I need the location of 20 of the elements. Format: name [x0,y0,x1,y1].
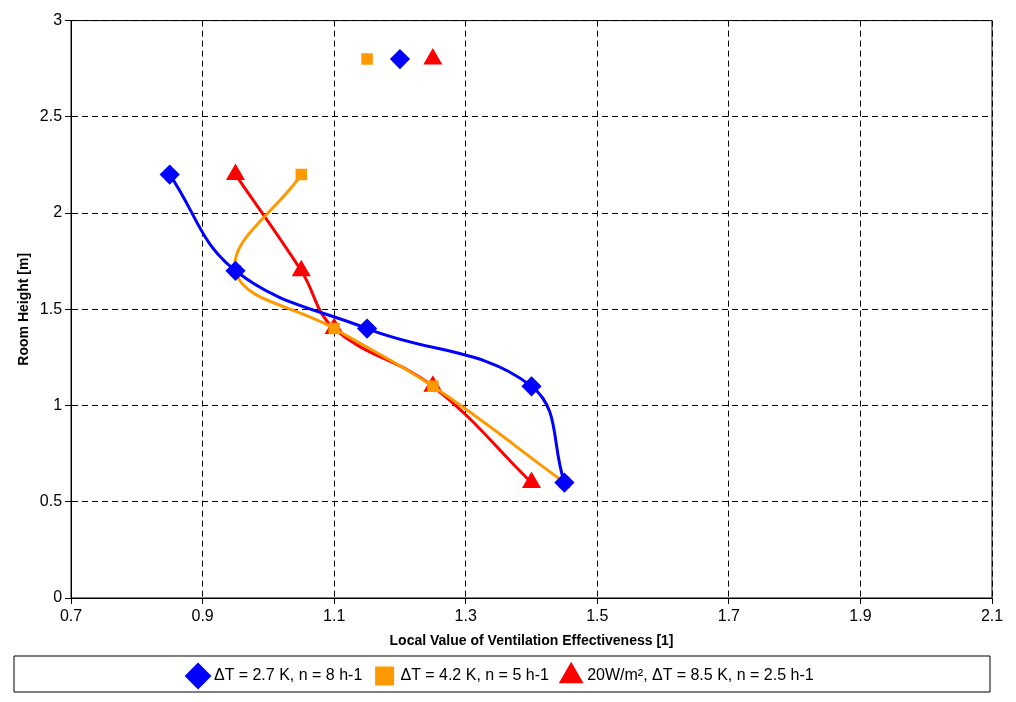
y-tick-label: 1.5 [39,299,63,317]
x-tick-label: 0.7 [59,607,83,625]
y-axis-title: Room Height [m] [15,252,32,366]
y-tick-label: 0 [53,588,63,606]
x-tick-label: 1.5 [586,607,609,625]
x-tick-label: 1.1 [323,607,346,625]
legend-label: 20W/m², ΔT = 8.5 K, n = 2.5 h-1 [587,666,814,684]
x-tick-label: 2.1 [980,607,1004,625]
x-tick-label: 1.9 [849,607,872,625]
y-tick-label: 3 [53,11,63,29]
x-axis-title: Local Value of Ventilation Effectiveness [1] [389,632,674,649]
y-tick-label: 0.5 [39,492,63,510]
y-tick-label: 2 [53,203,63,221]
x-tick-label: 0.9 [191,607,214,625]
x-tick-label: 1.3 [454,607,477,625]
x-tick-label: 1.7 [717,607,741,625]
legend-label: ΔT = 2.7 K, n = 8 h-1 [214,666,363,684]
y-tick-label: 2.5 [39,107,63,125]
legend-label: ΔT = 4.2 K, n = 5 h-1 [400,666,549,684]
y-tick-label: 1 [53,395,63,413]
